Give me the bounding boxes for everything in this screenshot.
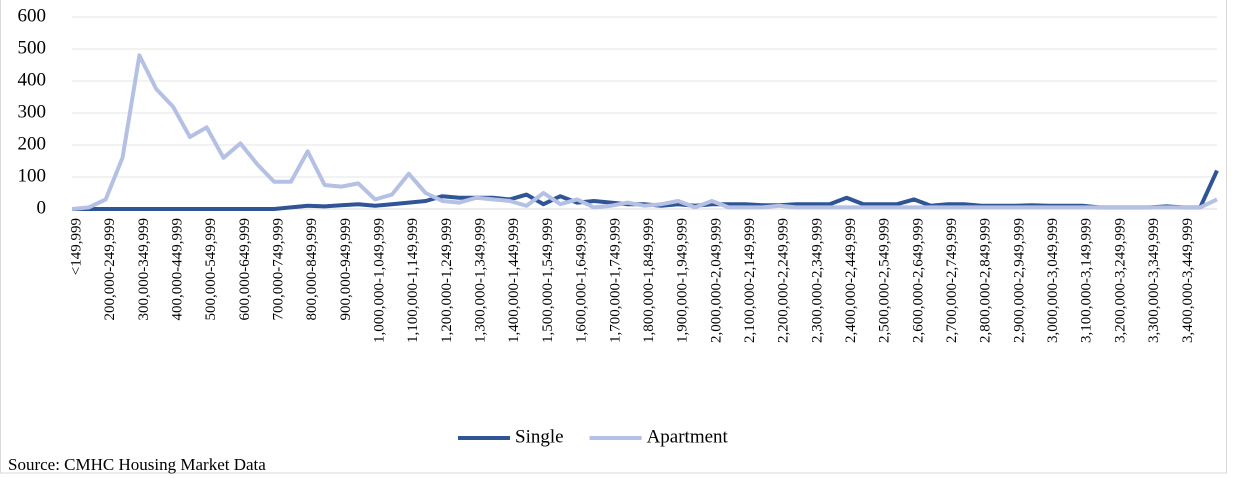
x-tick-label: 3,100,000-3,149,999 [1079, 218, 1095, 343]
x-tick-label: 1,300,000-1,349,999 [473, 218, 489, 343]
legend-label: Apartment [647, 426, 729, 447]
y-tick-label: 600 [18, 5, 47, 26]
x-tick-label: 1,800,000-1,849,999 [641, 218, 657, 343]
y-tick-label: 200 [18, 133, 47, 154]
x-tick-label: 300,000-349,999 [136, 218, 152, 321]
x-tick-label: 2,200,000-2,249,999 [776, 218, 792, 343]
x-tick-label: 2,300,000-2,349,999 [809, 218, 825, 343]
x-tick-label: 900,000-949,999 [338, 218, 354, 321]
x-tick-label: 2,600,000-2,649,999 [910, 218, 926, 343]
y-tick-label: 0 [37, 197, 47, 218]
legend-label: Single [515, 426, 564, 447]
y-tick-label: 400 [18, 69, 47, 90]
x-tick-label: 1,200,000-1,249,999 [439, 218, 455, 343]
x-tick-label: 3,300,000-3,349,999 [1146, 218, 1162, 343]
x-tick-label: 3,200,000-3,249,999 [1112, 218, 1128, 343]
x-tick-label: 1,500,000-1,549,999 [540, 218, 556, 343]
x-tick-label: 3,400,000-3,449,999 [1180, 218, 1196, 343]
y-tick-label: 100 [18, 165, 47, 186]
series-line [72, 169, 1219, 211]
x-tick-label: 800,000-849,999 [304, 218, 320, 321]
x-tick-label: 600,000-649,999 [237, 218, 253, 321]
x-tick-label: 3,000,000-3,049,999 [1045, 218, 1061, 343]
x-tick-label: <149,999 [68, 218, 84, 275]
x-tick-label: 2,400,000-2,449,999 [843, 218, 859, 343]
x-tick-label: 1,400,000-1,449,999 [506, 218, 522, 343]
x-tick-label: 2,000,000-2,049,999 [708, 218, 724, 343]
x-tick-label: 2,100,000-2,149,999 [742, 218, 758, 343]
x-tick-label: 1,100,000-1,149,999 [405, 218, 421, 343]
x-tick-label: 1,900,000-1,949,999 [675, 218, 691, 343]
x-tick-label: 1,000,000-1,049,999 [372, 218, 388, 343]
x-tick-label: 2,500,000-2,549,999 [877, 218, 893, 343]
x-tick-label: 700,000-749,999 [270, 218, 286, 321]
x-tick-label: 1,700,000-1,749,999 [607, 218, 623, 343]
source: Source: CMHC Housing Market Data [8, 455, 266, 474]
x-tick-label: 2,700,000-2,749,999 [944, 218, 960, 343]
x-tick-label: 2,800,000-2,849,999 [978, 218, 994, 343]
x-tick-label: 500,000-549,999 [203, 218, 219, 321]
x-tick-label: 200,000-249,999 [102, 218, 118, 321]
series-line [71, 53, 1218, 211]
y-tick-label: 300 [18, 101, 47, 122]
x-tick-label: 1,600,000-1,649,999 [574, 218, 590, 343]
x-tick-label: 400,000-449,999 [169, 218, 185, 321]
y-tick-label: 500 [18, 37, 47, 58]
x-tick-label: 2,900,000-2,949,999 [1011, 218, 1027, 343]
